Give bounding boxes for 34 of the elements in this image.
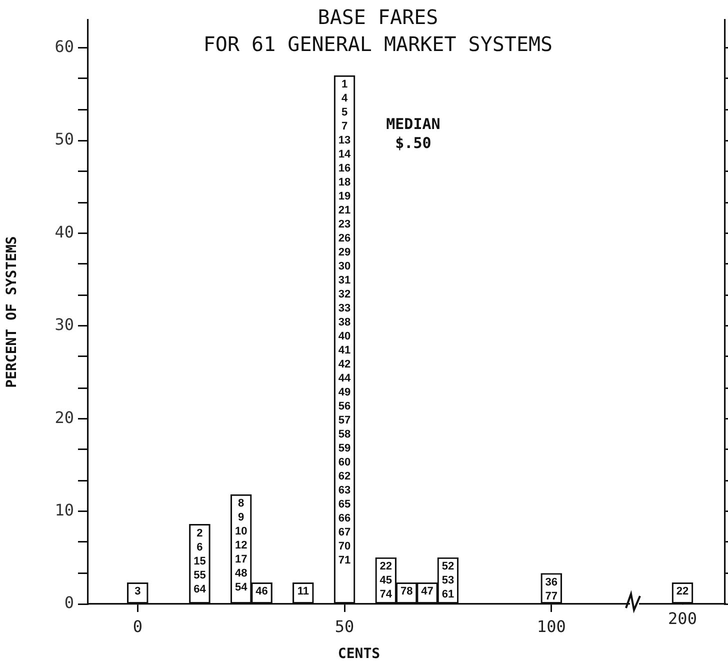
text: FOR 61 GENERAL MARKET SYSTEMS — [202, 31, 554, 58]
annotation: 8 9 10 12 17 48 54 — [234, 498, 248, 594]
y-tick-label: 30 — [54, 315, 74, 334]
annotation: 22 — [676, 586, 689, 598]
chart-title: BASE FARES — [316, 4, 440, 31]
y-tick-label: 40 — [54, 222, 74, 242]
annotation: 1 4 5 7 13 — [338, 78, 351, 147]
annotation: 42 44 49 56 57 — [338, 358, 352, 427]
y-tick-label: 20 — [54, 408, 74, 427]
y-axis-title: PERCENT OF SYSTEMS — [4, 236, 20, 388]
x-tick-label: 200 — [668, 608, 697, 628]
annotation: 14 16 18 19 21 — [338, 148, 352, 217]
annotation: 47 — [421, 586, 434, 598]
annotation: 78 — [400, 586, 413, 598]
annotation: 46 — [256, 586, 268, 598]
annotation: 11 — [297, 586, 309, 598]
y-tick-label: 50 — [54, 130, 74, 149]
annotation: 2 6 15 55 64 — [194, 527, 207, 596]
x-tick-label: 50 — [334, 616, 354, 636]
annotation: 23 26 29 30 31 — [338, 218, 351, 287]
annotation: 52 53 61 — [442, 560, 454, 601]
x-axis-title: CENTS — [338, 646, 380, 662]
annotation: MEDIAN $.50 — [386, 115, 440, 152]
x-tick-label: 100 — [536, 616, 566, 636]
annotation: 22 45 74 — [380, 560, 393, 601]
annotation: 3 — [134, 586, 141, 598]
y-tick-label: 10 — [54, 500, 74, 520]
annotation: 36 77 — [545, 576, 558, 602]
y-tick-label: 0 — [64, 593, 74, 612]
x-tick-label: 0 — [132, 616, 142, 636]
annotation: 32 33 38 40 41 — [338, 288, 351, 357]
annotation: 58 59 60 62 63 — [338, 428, 351, 497]
y-tick-label: 60 — [54, 36, 74, 56]
annotation: 65 66 67 70 71 — [338, 498, 351, 567]
